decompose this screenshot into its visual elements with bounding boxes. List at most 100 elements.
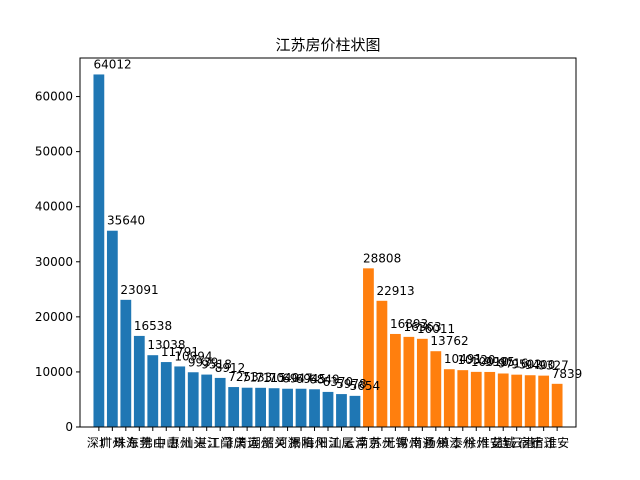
x-tick-label: 肇庆 xyxy=(222,435,246,450)
x-axis: 深圳广州珠海东莞佛山中山惠州汕头湛江江门肇庆清远潮州韶关河源揭阳梅州阳江汕尾云浮… xyxy=(87,427,569,450)
bar-1-12 xyxy=(241,387,253,427)
data-label: 7133 xyxy=(242,371,273,385)
bar-1-1 xyxy=(93,74,105,427)
x-tick-label: 苏州 xyxy=(370,436,394,450)
bar-2-9 xyxy=(470,371,482,427)
x-tick-label: 南京 xyxy=(356,435,380,450)
bar-2-6 xyxy=(430,351,442,427)
x-tick-label: 河源 xyxy=(276,436,300,450)
data-label: 11791 xyxy=(161,345,199,359)
bar-2-13 xyxy=(524,375,536,427)
bar-1-7 xyxy=(174,366,186,427)
x-tick-label: 潮州 xyxy=(249,435,273,450)
data-label: 9716 xyxy=(498,356,529,370)
x-tick-label: 徐州 xyxy=(464,435,488,450)
x-tick-label: 宿迁 xyxy=(532,435,556,450)
bar-2-2 xyxy=(376,300,388,427)
x-tick-label: 韶关 xyxy=(262,435,286,450)
x-tick-label: 珠海 xyxy=(114,435,138,450)
data-label: 6849 xyxy=(309,372,340,386)
y-tick-label: 20000 xyxy=(35,310,73,324)
bar-2-14 xyxy=(538,375,550,427)
bar-1-14 xyxy=(268,388,280,427)
y-tick-label: 10000 xyxy=(35,365,73,379)
bar-2-5 xyxy=(416,338,428,427)
bar-1-18 xyxy=(322,391,334,427)
y-tick-label: 60000 xyxy=(35,90,73,104)
y-tick-label: 40000 xyxy=(35,200,73,214)
bar-2-7 xyxy=(443,369,455,427)
data-label: 9995 xyxy=(484,355,515,369)
bar-1-8 xyxy=(187,372,199,427)
bar-1-19 xyxy=(336,394,347,427)
data-label: 7040 xyxy=(269,371,300,385)
data-label: 16538 xyxy=(134,319,172,333)
data-label: 23091 xyxy=(120,283,158,297)
x-tick-label: 云浮 xyxy=(343,436,367,450)
bar-1-20 xyxy=(349,395,361,427)
bars-group xyxy=(93,74,563,427)
bar-2-15 xyxy=(551,383,563,427)
x-tick-label: 深圳 xyxy=(87,436,111,450)
x-tick-label: 汕头 xyxy=(181,436,205,450)
data-label: 10320 xyxy=(457,353,495,367)
data-label: 7253 xyxy=(228,370,259,384)
bar-1-2 xyxy=(106,230,118,427)
bar-2-3 xyxy=(390,333,401,427)
x-tick-label: 湛江 xyxy=(195,436,219,450)
bar-1-3 xyxy=(120,299,132,427)
data-label: 64012 xyxy=(93,57,131,71)
bar-1-10 xyxy=(214,377,226,427)
data-label: 9502 xyxy=(511,358,542,372)
data-labels-group: 6401235640230911653813038117911099499399… xyxy=(93,57,582,392)
bar-1-4 xyxy=(133,335,145,427)
bar-1-16 xyxy=(295,388,307,427)
x-tick-label: 泰州 xyxy=(451,436,475,450)
x-tick-label: 南通 xyxy=(410,435,434,450)
x-tick-label: 东莞 xyxy=(127,436,151,450)
data-label: 10010 xyxy=(471,355,509,369)
bar-1-5 xyxy=(147,355,159,427)
data-label: 6945 xyxy=(296,372,327,386)
x-tick-label: 常州 xyxy=(397,436,421,450)
bar-2-12 xyxy=(511,374,523,427)
bar-1-11 xyxy=(228,387,240,427)
data-label: 16363 xyxy=(403,320,441,334)
data-label: 6947 xyxy=(282,372,313,386)
data-label: 6370 xyxy=(323,375,354,389)
data-label: 13038 xyxy=(147,338,185,352)
data-label: 28808 xyxy=(363,251,401,265)
x-tick-label: 连云港 xyxy=(499,435,535,450)
x-tick-label: 无锡 xyxy=(383,435,407,450)
data-label: 7115 xyxy=(255,371,286,385)
bar-2-4 xyxy=(403,336,415,427)
x-tick-label: 梅州 xyxy=(303,435,327,450)
y-tick-label: 0 xyxy=(65,420,73,434)
x-tick-label: 中山 xyxy=(154,435,178,450)
plot-frame xyxy=(79,57,577,428)
bar-2-11 xyxy=(497,373,509,427)
data-label: 5978 xyxy=(336,377,367,391)
x-tick-label: 汕尾 xyxy=(329,436,353,450)
x-tick-label: 扬州 xyxy=(424,435,448,450)
data-label: 22913 xyxy=(377,284,415,298)
data-label: 9327 xyxy=(538,359,569,373)
data-label: 8912 xyxy=(215,361,246,375)
bar-2-10 xyxy=(484,371,496,427)
bar-1-6 xyxy=(160,362,172,427)
x-tick-label: 广州 xyxy=(100,436,124,450)
x-tick-label: 淮安 xyxy=(478,435,502,450)
x-tick-label: 盐城 xyxy=(491,436,515,450)
x-tick-label: 宿迁 xyxy=(518,435,542,450)
x-tick-label: 揭阳 xyxy=(289,435,313,450)
data-label: 10994 xyxy=(174,349,212,363)
bar-1-13 xyxy=(255,387,266,427)
data-label: 9939 xyxy=(188,355,219,369)
y-tick-label: 50000 xyxy=(35,145,73,159)
bar-1-9 xyxy=(201,374,213,427)
x-tick-label: 江门 xyxy=(208,435,232,450)
chart-title: 江苏房价柱状图 xyxy=(275,36,380,54)
x-tick-label: 惠州 xyxy=(168,436,192,450)
